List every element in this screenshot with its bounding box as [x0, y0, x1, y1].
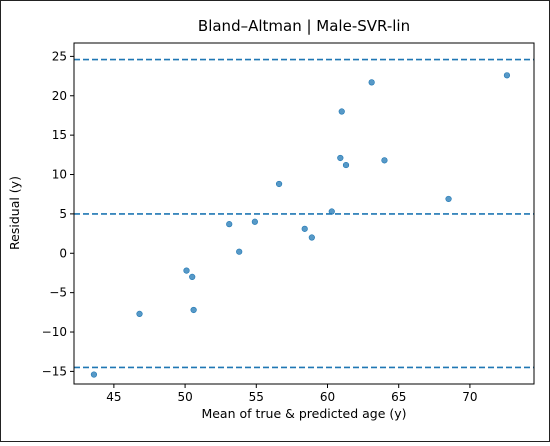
- data-point: [338, 108, 345, 115]
- x-tick-label: 65: [391, 390, 406, 404]
- reference-lines: [74, 58, 534, 369]
- data-point: [136, 310, 143, 318]
- y-tick-label: 10: [52, 168, 67, 182]
- data-point: [308, 234, 315, 241]
- y-axis-label: Residual (y): [7, 176, 22, 250]
- y-tick-label: 20: [52, 89, 67, 103]
- data-point: [190, 306, 197, 314]
- data-point: [301, 225, 308, 232]
- chart-title: Bland–Altman | Male-SVR-lin: [198, 17, 410, 35]
- data-point: [337, 154, 344, 162]
- y-tick-label: 25: [52, 49, 67, 63]
- y-tick-label: −15: [42, 364, 67, 378]
- data-point: [503, 72, 511, 79]
- y-tick-label: 0: [59, 246, 67, 260]
- data-point: [226, 221, 233, 228]
- data-point: [368, 79, 375, 86]
- y-tick-label: −10: [42, 325, 67, 339]
- x-tick-label: 55: [249, 390, 264, 404]
- data-point: [236, 248, 243, 255]
- x-axis-label: Mean of true & predicted age (y): [201, 406, 406, 421]
- y-tick-label: 5: [59, 207, 67, 221]
- data-point: [445, 195, 452, 203]
- data-point: [189, 273, 196, 280]
- y-axis-ticks: −15 −10 −5 0 5 10 15 20 25: [42, 49, 74, 378]
- y-tick-label: −5: [49, 286, 67, 300]
- data-points: [90, 72, 511, 378]
- data-point: [342, 161, 350, 169]
- x-tick-label: 70: [462, 390, 477, 404]
- data-point: [328, 208, 335, 215]
- data-point: [275, 180, 283, 188]
- data-point: [251, 218, 258, 225]
- x-tick-label: 50: [177, 390, 192, 404]
- data-point: [381, 157, 388, 164]
- data-point: [183, 267, 190, 274]
- y-tick-label: 15: [52, 128, 67, 142]
- x-axis-ticks: 45 50 55 60 65 70: [106, 384, 478, 404]
- x-tick-label: 60: [320, 390, 335, 404]
- x-tick-label: 45: [106, 390, 121, 404]
- data-point: [90, 371, 98, 378]
